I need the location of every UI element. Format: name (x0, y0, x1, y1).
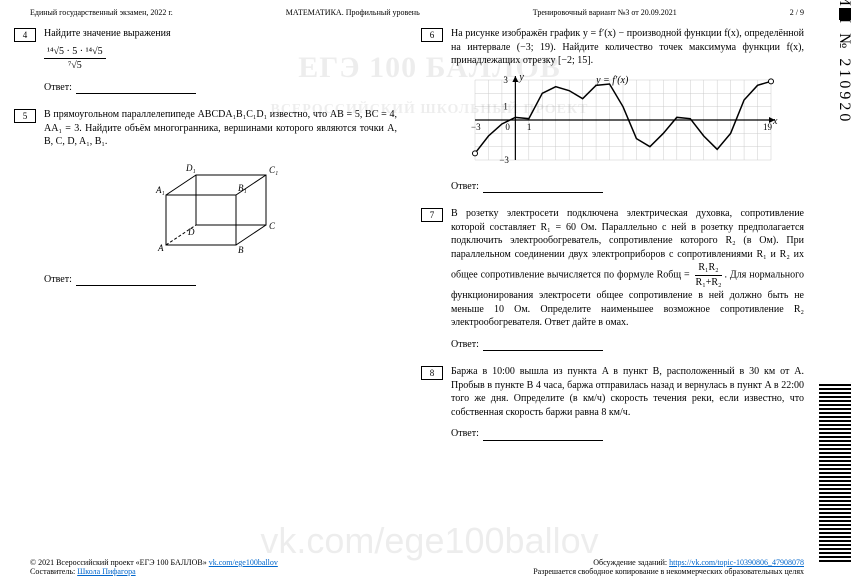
frac-top: ¹⁴√5 · 5 · ¹⁴√5 (44, 45, 106, 60)
answer-label: Ответ: (44, 273, 72, 287)
barcode (819, 384, 851, 564)
footer-right2-text: Разрешается свободное копирование в неко… (533, 567, 804, 576)
answer-row: Ответ: (44, 273, 397, 287)
footer-right-text: Обсуждение заданий: (593, 558, 669, 567)
footer-right: Обсуждение заданий: https://vk.com/topic… (533, 558, 804, 576)
header-center: МАТЕМАТИКА. Профильный уровень (286, 8, 420, 17)
answer-row: Ответ: (44, 81, 397, 95)
problem-5: 5 В прямоугольном параллелепипеде ABCDA₁… (14, 108, 397, 286)
answer-label: Ответ: (451, 427, 479, 441)
answer-line (483, 440, 603, 441)
watermark-url: vk.com/ege100ballov (260, 520, 598, 562)
problem-body: В прямоугольном параллелепипеде ABCDA₁B₁… (44, 108, 397, 286)
formula-left: Rобщ = (657, 269, 690, 280)
answer-row: Ответ: (451, 427, 804, 441)
svg-text:A: A (157, 243, 164, 253)
svg-text:y: y (518, 72, 524, 83)
footer-left2-link[interactable]: Школа Пифагора (77, 567, 135, 576)
left-column: 4 Найдите значение выражения ¹⁴√5 · 5 · … (14, 27, 397, 455)
answer-label: Ответ: (451, 180, 479, 194)
answer-line (76, 285, 196, 286)
page-footer: © 2021 Всероссийский проект «ЕГЭ 100 БАЛ… (30, 558, 804, 576)
problem-7: 7 В розетку электросети подключена элект… (421, 207, 804, 351)
formula: ¹⁴√5 · 5 · ¹⁴√5 ⁷√5 (44, 45, 397, 73)
svg-text:D₁: D₁ (185, 163, 196, 173)
footer-right-link[interactable]: https://vk.com/topic-10390806_47908078 (669, 558, 804, 567)
problem-text: В прямоугольном параллелепипеде ABCDA₁B₁… (44, 108, 397, 149)
page-header: Единый государственный экзамен, 2022 г. … (0, 0, 859, 21)
frac-bot: R₁+R₂ (693, 276, 725, 290)
problem-number: 5 (14, 109, 36, 123)
svg-text:1: 1 (527, 122, 532, 132)
answer-row: Ответ: (451, 338, 804, 352)
cube-diagram: A B C D A₁ B₁ C₁ D₁ (146, 155, 296, 265)
problem-4: 4 Найдите значение выражения ¹⁴√5 · 5 · … (14, 27, 397, 94)
svg-text:B: B (238, 245, 244, 255)
content-area: 4 Найдите значение выражения ¹⁴√5 · 5 · … (0, 21, 859, 455)
svg-text:−3: −3 (471, 122, 481, 132)
footer-left2-text: Составитель: (30, 567, 77, 576)
answer-line (76, 93, 196, 94)
footer-left-link[interactable]: vk.com/ege100ballov (209, 558, 278, 567)
answer-label: Ответ: (44, 81, 72, 95)
answer-line (483, 350, 603, 351)
svg-text:0: 0 (505, 122, 510, 132)
frac-bot: ⁷√5 (65, 59, 85, 73)
frac-top: R₁R₂ (695, 261, 721, 276)
svg-text:x: x (772, 116, 778, 127)
problem-text: Найдите значение выражения (44, 27, 397, 41)
problem-number: 7 (421, 208, 443, 222)
answer-line (483, 192, 603, 193)
side-label: ТРЕНИРОВОЧНЫЙ КИМ № 210920 (835, 0, 853, 124)
svg-text:D: D (187, 227, 195, 237)
svg-text:A₁: A₁ (155, 185, 165, 195)
svg-text:19: 19 (763, 122, 773, 132)
answer-row: Ответ: (451, 180, 804, 194)
footer-left-text: © 2021 Всероссийский проект «ЕГЭ 100 БАЛ… (30, 558, 209, 567)
problem-6: 6 На рисунке изображён график y = f′(x) … (421, 27, 804, 193)
header-right: Тренировочный вариант №3 от 20.09.2021 (533, 8, 677, 17)
problem-8: 8 Баржа в 10:00 вышла из пункта A в пунк… (421, 365, 804, 441)
svg-text:3: 3 (503, 75, 508, 85)
derivative-graph: 0 1 1 3 −3 −3 19x y y = f′(x) (451, 72, 781, 172)
svg-text:1: 1 (503, 101, 508, 111)
problem-body: На рисунке изображён график y = f′(x) − … (451, 27, 804, 193)
svg-text:y = f′(x): y = f′(x) (595, 75, 629, 86)
svg-text:B₁: B₁ (238, 183, 247, 193)
problem-text: Баржа в 10:00 вышла из пункта A в пункт … (451, 365, 804, 419)
problem-body: Баржа в 10:00 вышла из пункта A в пункт … (451, 365, 804, 441)
problem-number: 6 (421, 28, 443, 42)
problem-number: 4 (14, 28, 36, 42)
problem-body: Найдите значение выражения ¹⁴√5 · 5 · ¹⁴… (44, 27, 397, 94)
formula-frac: R₁R₂ R₁+R₂ (693, 261, 725, 289)
svg-text:−3: −3 (499, 155, 509, 165)
right-column: 6 На рисунке изображён график y = f′(x) … (421, 27, 804, 455)
problem-body: В розетку электросети подключена электри… (451, 207, 804, 351)
footer-left: © 2021 Всероссийский проект «ЕГЭ 100 БАЛ… (30, 558, 278, 576)
answer-label: Ответ: (451, 338, 479, 352)
svg-text:C₁: C₁ (269, 165, 278, 175)
problem-number: 8 (421, 366, 443, 380)
problem-text: На рисунке изображён график y = f′(x) − … (451, 27, 804, 68)
svg-text:C: C (269, 221, 276, 231)
header-left: Единый государственный экзамен, 2022 г. (30, 8, 173, 17)
header-page: 2 / 9 (790, 8, 804, 17)
